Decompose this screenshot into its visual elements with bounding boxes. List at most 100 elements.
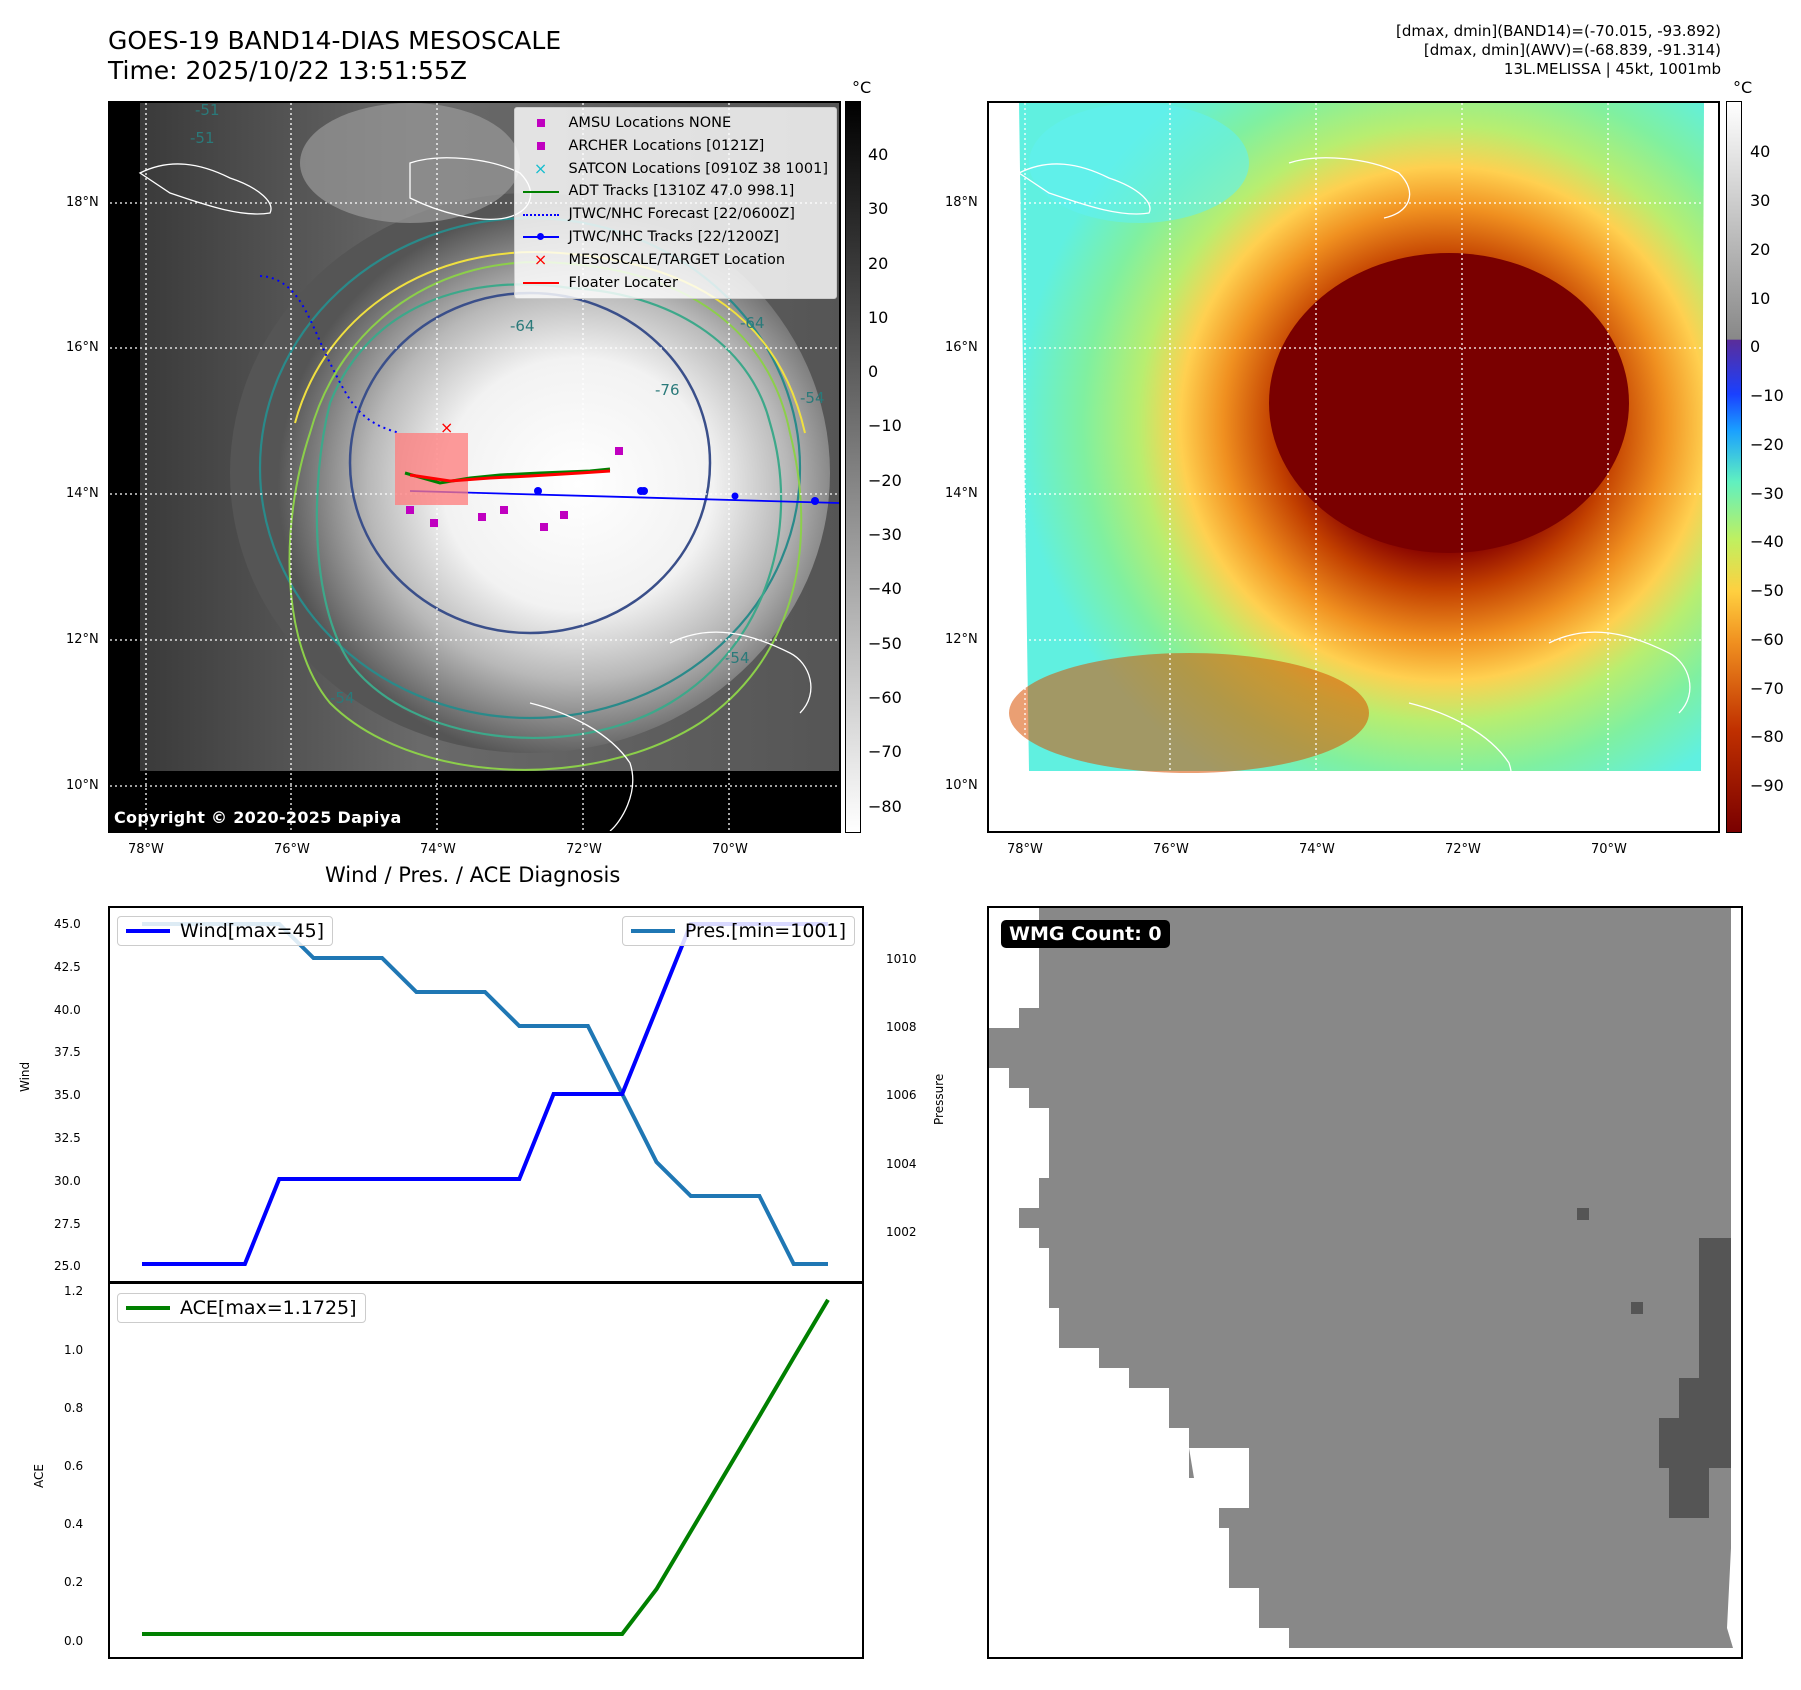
cb-right-tick: −80 (1750, 727, 1784, 746)
pressure-tick: 1004 (886, 1157, 917, 1171)
lat-tick: 10°N (66, 778, 99, 793)
info-line-2: [dmax, dmin](AWV)=(-68.839, -91.314) (1423, 41, 1721, 59)
ir-map-panel: × -64 -76 -54 -51 -64 -54 -54 -51 AMSU L… (108, 101, 841, 833)
colorbar-left-unit: °C (852, 78, 872, 97)
wind-pressure-panel: Wind[max=45] Pres.[min=1001] (108, 906, 864, 1284)
timeseries-title: Wind / Pres. / ACE Diagnosis (325, 863, 621, 887)
archer-markers (406, 447, 623, 531)
ace-line (142, 1298, 830, 1636)
cb-right-tick: 20 (1750, 240, 1771, 259)
cb-right-tick: −50 (1750, 581, 1784, 600)
wmg-gray-region (989, 908, 1733, 1648)
cb-right-tick: 40 (1750, 142, 1771, 161)
wind-legend-line (126, 929, 170, 933)
figure-title: GOES-19 BAND14-DIAS MESOSCALE Time: 2025… (108, 26, 561, 86)
lat-tick: 12°N (945, 632, 978, 647)
lon-tick: 72°W (1445, 842, 1481, 857)
ace-tick: 1.2 (64, 1284, 84, 1298)
cb-left-tick: −20 (868, 471, 902, 490)
wmg-dark-cell (1577, 1208, 1589, 1220)
cb-right-tick: 30 (1750, 191, 1771, 210)
cb-left-tick: 10 (868, 308, 889, 327)
wind-tick: 32.5 (54, 1131, 81, 1145)
cb-left-tick: −30 (868, 525, 902, 544)
wind-tick: 35.0 (54, 1088, 81, 1102)
cb-right-tick: −90 (1750, 776, 1784, 795)
legend-item-amsu: AMSU Locations NONE (523, 112, 828, 135)
jtwc-forecast-track (259, 275, 401, 434)
ace-panel: ACE[max=1.1725] (108, 1281, 864, 1659)
lat-tick: 18°N (66, 195, 99, 210)
lat-tick: 16°N (66, 340, 99, 355)
cb-right-tick: −40 (1750, 532, 1784, 551)
wmg-gap (1189, 1448, 1249, 1508)
info-line-1: [dmax, dmin](BAND14)=(-70.015, -93.892) (1396, 22, 1721, 40)
cb-left-tick: −60 (868, 688, 902, 707)
pressure-legend-line (630, 929, 675, 933)
lat-tick: 12°N (66, 632, 99, 647)
colorbar-right-unit: °C (1733, 78, 1753, 97)
wmg-dark-cell (1631, 1302, 1643, 1314)
wind-tick: 30.0 (54, 1174, 81, 1188)
wind-legend-label: Wind[max=45] (180, 920, 325, 942)
pressure-tick: 1010 (886, 952, 917, 966)
target-x-marker: × (440, 418, 453, 437)
contour-label-6: -54 (800, 389, 825, 407)
cb-left-tick: −80 (868, 797, 902, 816)
cb-left-tick: −40 (868, 579, 902, 598)
pressure-axis-label: Pressure (932, 1073, 946, 1125)
awv-south-band (1009, 653, 1369, 773)
colorbar-right (1726, 101, 1742, 833)
cb-left-tick: −70 (868, 742, 902, 761)
mesoscale-target-box (395, 433, 468, 505)
legend-item-satcon: × SATCON Locations [0910Z 38 1001] (533, 158, 828, 178)
ace-tick: 0.4 (64, 1517, 84, 1531)
cb-left-tick: −50 (868, 634, 902, 653)
lat-tick: 10°N (945, 778, 978, 793)
pressure-tick: 1002 (886, 1225, 917, 1239)
lon-tick: 78°W (128, 842, 164, 857)
awv-map-panel (987, 101, 1720, 833)
colorbar-left (845, 101, 861, 833)
copyright-text: Copyright © 2020-2025 Dapiya (114, 808, 402, 827)
legend-item-jtwc-forecast: JTWC/NHC Forecast [22/0600Z] (522, 203, 828, 226)
ace-plot (142, 1298, 830, 1636)
pressure-legend: Pres.[min=1001] (621, 916, 855, 946)
wind-axis-label: Wind (18, 1061, 32, 1092)
cb-right-tick: −20 (1750, 435, 1784, 454)
lon-tick: 74°W (420, 842, 456, 857)
wind-tick: 45.0 (54, 917, 81, 931)
lat-tick: 18°N (945, 195, 978, 210)
map-legend: AMSU Locations NONE ARCHER Locations [01… (513, 107, 837, 300)
contour-label-3: -54 (725, 649, 750, 667)
ace-legend-line (126, 1306, 170, 1310)
legend-item-archer: ARCHER Locations [0121Z] (523, 135, 828, 158)
wmg-dark-region (1659, 1238, 1731, 1518)
ir-coastlines (138, 157, 812, 831)
wmg-panel: WMG Count: 0 (987, 906, 1743, 1659)
ace-tick: 1.0 (64, 1343, 84, 1357)
cb-right-tick: −70 (1750, 679, 1784, 698)
title-line-2: Time: 2025/10/22 13:51:55Z (108, 56, 467, 85)
pressure-tick: 1008 (886, 1020, 917, 1034)
wind-pressure-plot (142, 922, 828, 1266)
lon-tick: 70°W (1591, 842, 1627, 857)
cb-left-tick: −10 (868, 416, 902, 435)
cb-right-tick: −30 (1750, 484, 1784, 503)
wmg-canvas (989, 908, 1733, 1648)
pressure-legend-label: Pres.[min=1001] (684, 920, 846, 942)
cb-left-tick: 40 (868, 145, 889, 164)
legend-item-jtwc-tracks: JTWC/NHC Tracks [22/1200Z] (522, 226, 828, 249)
lon-tick: 70°W (712, 842, 748, 857)
figure-info: [dmax, dmin](BAND14)=(-70.015, -93.892) … (1396, 22, 1721, 79)
cb-left-tick: 20 (868, 254, 889, 273)
contour-label-2: -76 (655, 381, 680, 399)
wind-tick: 27.5 (54, 1217, 81, 1231)
pressure-tick: 1006 (886, 1088, 917, 1102)
contour-label-7: -54 (330, 689, 355, 707)
wmg-count-badge: WMG Count: 0 (1001, 920, 1170, 948)
cb-left-tick: 0 (868, 362, 879, 381)
ace-legend-label: ACE[max=1.1725] (180, 1297, 357, 1319)
awv-moist-region (1029, 103, 1249, 223)
legend-item-target: × MESOSCALE/TARGET Location (533, 250, 786, 270)
